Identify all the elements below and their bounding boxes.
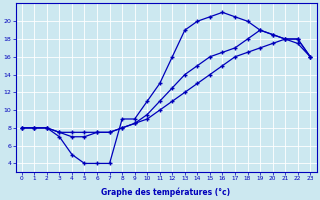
X-axis label: Graphe des températures (°c): Graphe des températures (°c) [101, 187, 231, 197]
